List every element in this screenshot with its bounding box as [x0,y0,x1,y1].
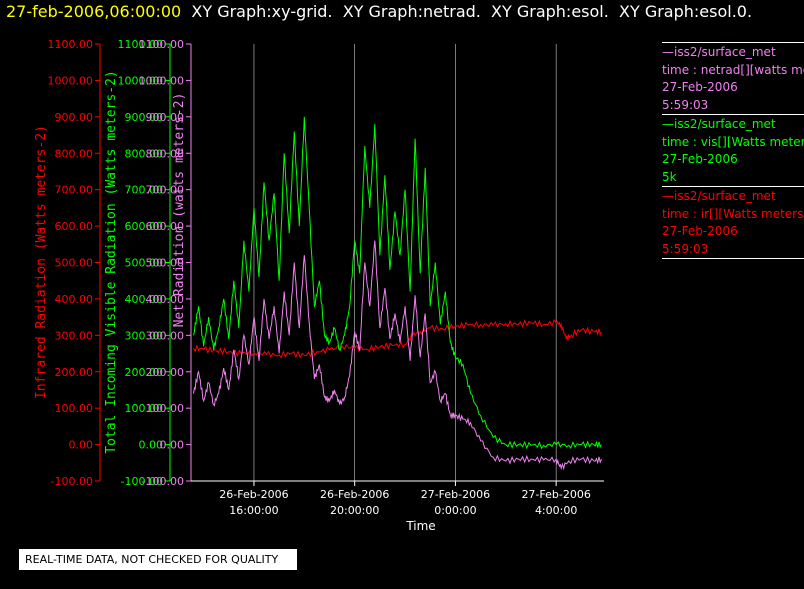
infrared-y-tick-label: 500.00 [55,257,94,270]
infrared-y-axis-title: Infrared Radiation (Watts meters-2) [34,125,49,399]
legend-separator [662,42,804,43]
visible-y-tick-label: 900.00 [125,111,164,124]
legend-line: 27-Feb-2006 [662,224,738,238]
legend-separator [662,114,804,115]
net-y-tick-label: 400.00 [146,293,185,306]
net-y-tick-label: 500.00 [146,257,185,270]
visible-y-tick-label: 300.00 [125,329,164,342]
legend-line: 27-Feb-2006 [662,80,738,94]
x-tick-label-time: 0:00:00 [434,504,476,517]
infrared-y-tick-label: 0.00 [69,439,94,452]
visible-y-tick-label: 700.00 [125,184,164,197]
net-y-tick-label: 200.00 [146,366,185,379]
legend-line: 5k [662,169,677,184]
visible-y-tick-label: 800.00 [125,147,164,160]
visible-y-tick-label: 0.00 [139,439,164,452]
net-y-tick-label: 700.00 [146,184,185,197]
infrared-y-tick-label: 400.00 [55,293,94,306]
x-tick-label-date: 26-Feb-2006 [219,488,288,501]
legend-line: time : vis[][Watts meters-2] [662,134,804,149]
series-line-netrad [193,240,602,471]
infrared-y-tick-label: 200.00 [55,366,94,379]
visible-y-tick-label: 1100.00 [118,38,164,51]
legend-line: time : netrad[][watts meters-2] [662,62,804,77]
infrared-y-tick-label: 900.00 [55,111,94,124]
net-y-tick-label: -100.00 [142,475,184,488]
net-y-tick-label: 1000.00 [139,74,185,87]
visible-y-tick-label: 1000.00 [118,74,164,87]
net-y-axis-title: Net Radiation (watts meters-2) [172,93,187,328]
visible-y-tick-label: 600.00 [125,220,164,233]
x-axis-title: Time [405,519,435,533]
legend-line: 5:59:03 [662,97,709,112]
infrared-y-tick-label: 700.00 [55,184,94,197]
quality-note: REAL-TIME DATA, NOT CHECKED FOR QUALITY [19,549,297,570]
title-timestamp: 27-feb-2006,06:00:00 [6,2,182,21]
legend-separator [662,258,804,259]
legend-line: —iss2/surface_met [662,45,776,59]
legend-line: —iss2/surface_met [662,189,776,203]
infrared-y-tick-label: 1000.00 [48,74,94,87]
visible-y-tick-label: 100.00 [125,402,164,415]
x-tick-label-time: 4:00:00 [535,504,577,517]
visible-y-axis-title: Total Incoming Visible Radiation (Watts … [104,70,119,454]
net-y-tick-label: 100.00 [146,402,185,415]
visible-y-tick-label: 200.00 [125,366,164,379]
legend-line: 5:59:03 [662,241,709,256]
infrared-y-tick-label: 300.00 [55,329,94,342]
legend-line: 27-Feb-2006 [662,152,738,166]
net-y-tick-label: 800.00 [146,147,185,160]
x-tick-label-time: 16:00:00 [229,504,278,517]
infrared-y-tick-label: 600.00 [55,220,94,233]
net-y-tick-label: 1100.00 [139,38,185,51]
title-graph-list: XY Graph:xy-grid. XY Graph:netrad. XY Gr… [181,2,753,21]
net-y-tick-label: 900.00 [146,111,185,124]
legend-separator [662,186,804,187]
x-tick-label-date: 26-Feb-2006 [320,488,389,501]
net-y-tick-label: 600.00 [146,220,185,233]
x-tick-label-time: 20:00:00 [330,504,379,517]
page-title: 27-feb-2006,06:00:00 XY Graph:xy-grid. X… [6,2,752,21]
series-line-vis [193,116,602,450]
x-tick-label-date: 27-Feb-2006 [521,488,590,501]
legend-line: time : ir[][Watts meters-2] [662,206,804,221]
net-y-tick-label: 0.00 [160,439,185,452]
infrared-y-tick-label: -100.00 [51,475,93,488]
visible-y-tick-label: 400.00 [125,293,164,306]
visible-y-tick-label: -100.00 [121,475,163,488]
visible-y-tick-label: 500.00 [125,257,164,270]
legend-line: —iss2/surface_met [662,117,776,131]
infrared-y-tick-label: 100.00 [55,402,94,415]
x-tick-label-date: 27-Feb-2006 [421,488,490,501]
infrared-y-tick-label: 1100.00 [48,38,94,51]
net-y-tick-label: 300.00 [146,329,185,342]
infrared-y-tick-label: 800.00 [55,147,94,160]
